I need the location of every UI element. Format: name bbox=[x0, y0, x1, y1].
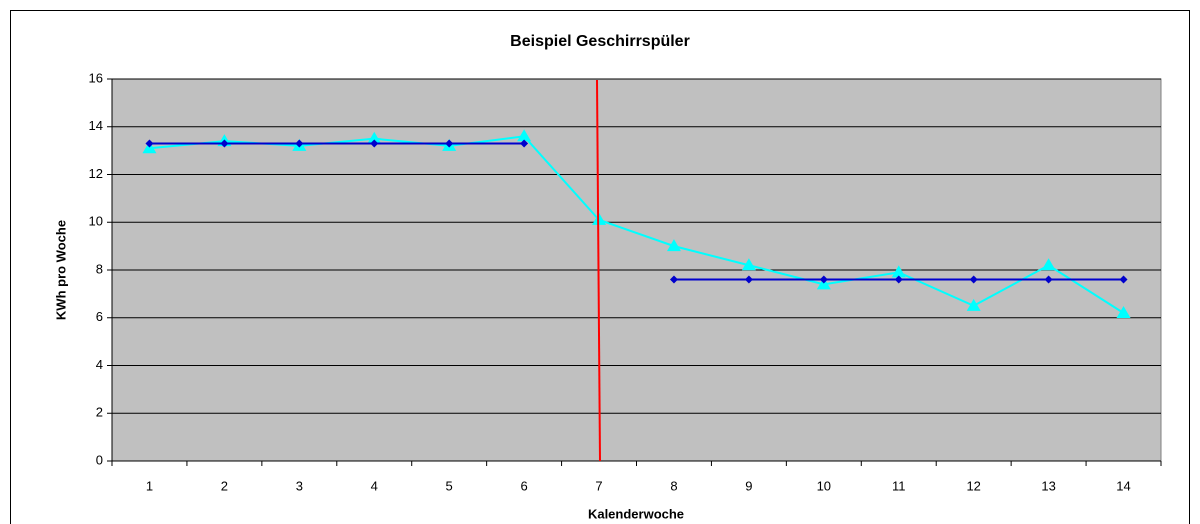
marker bbox=[295, 139, 304, 148]
marker bbox=[894, 275, 903, 284]
x-tick-label: 10 bbox=[817, 478, 831, 493]
marker bbox=[891, 265, 906, 278]
marker bbox=[744, 275, 753, 284]
x-tick-label: 14 bbox=[1116, 478, 1130, 493]
x-tick-label: 9 bbox=[745, 478, 752, 493]
x-tick-label: 5 bbox=[446, 478, 453, 493]
marker bbox=[517, 129, 532, 142]
marker bbox=[1116, 305, 1131, 318]
y-tick-label: 14 bbox=[89, 118, 103, 133]
marker bbox=[1119, 275, 1128, 284]
x-tick-label: 12 bbox=[966, 478, 980, 493]
chart-title: Beispiel Geschirrspüler bbox=[510, 33, 690, 50]
x-tick-label: 11 bbox=[892, 478, 906, 493]
grid bbox=[107, 78, 1162, 466]
x-tick-label: 1 bbox=[146, 478, 153, 493]
marker bbox=[969, 275, 978, 284]
y-tick-label: 16 bbox=[89, 70, 103, 85]
x-tick-label: 3 bbox=[296, 478, 303, 493]
y-tick-label: 6 bbox=[96, 309, 103, 324]
y-tick-label: 0 bbox=[96, 452, 103, 467]
marker bbox=[966, 298, 981, 311]
marker bbox=[819, 275, 828, 284]
x-tick-label: 7 bbox=[595, 478, 602, 493]
y-tick-label: 8 bbox=[96, 261, 103, 276]
marker bbox=[666, 239, 681, 252]
y-tick-label: 4 bbox=[96, 357, 103, 372]
marker bbox=[741, 258, 756, 271]
y-tick-label: 12 bbox=[89, 166, 103, 181]
marker bbox=[220, 139, 229, 148]
x-tick-label: 4 bbox=[371, 478, 378, 493]
marker bbox=[1041, 258, 1056, 271]
marker bbox=[367, 131, 382, 144]
series-line bbox=[149, 135, 1125, 314]
marker bbox=[669, 275, 678, 284]
x-tick-label: 13 bbox=[1041, 478, 1055, 493]
marker bbox=[1044, 275, 1053, 284]
divider-line bbox=[596, 79, 601, 462]
x-tick-label: 8 bbox=[670, 478, 677, 493]
y-tick-label: 10 bbox=[89, 214, 103, 229]
marker bbox=[445, 139, 454, 148]
marker bbox=[520, 139, 529, 148]
x-axis-label: Kalenderwoche bbox=[588, 506, 684, 521]
marker bbox=[145, 139, 154, 148]
marker bbox=[370, 139, 379, 148]
x-tick-label: 2 bbox=[221, 478, 228, 493]
y-tick-label: 2 bbox=[96, 405, 103, 420]
x-tick-label: 6 bbox=[520, 478, 527, 493]
y-axis-label: KWh pro Woche bbox=[53, 220, 68, 320]
